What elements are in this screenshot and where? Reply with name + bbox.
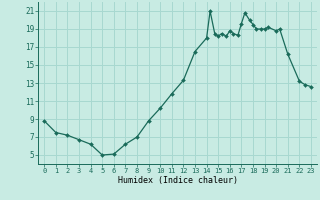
X-axis label: Humidex (Indice chaleur): Humidex (Indice chaleur) (118, 176, 238, 185)
